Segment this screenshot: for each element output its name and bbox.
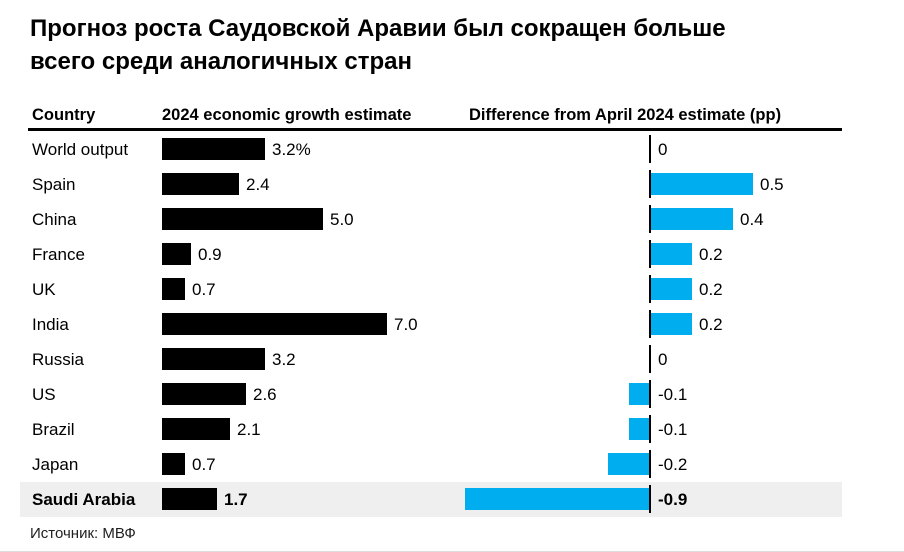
growth-value: 2.4: [246, 175, 270, 194]
zero-axis-tick: [649, 240, 651, 268]
country-label: Spain: [32, 175, 76, 194]
growth-bar: [162, 138, 265, 160]
growth-value: 7.0: [394, 315, 418, 334]
zero-axis-tick: [649, 380, 651, 408]
table-row: Spain 2.4 0.5: [0, 167, 904, 202]
chart-rows: World output 3.2% 0 Spain 2.4 0.5 China 5.0 0.4 F…: [0, 132, 904, 517]
growth-bar: [162, 208, 323, 230]
growth-bar: [162, 453, 185, 475]
diff-value: -0.1: [658, 385, 688, 404]
diff-value: 0.5: [760, 175, 784, 194]
diff-value: 0: [658, 350, 668, 369]
diff-value: 0: [658, 140, 668, 159]
country-label: Brazil: [32, 420, 75, 439]
growth-bar: [162, 278, 185, 300]
diff-bar: [629, 418, 649, 440]
country-label: Japan: [32, 455, 79, 474]
diff-value: 0.2: [699, 245, 723, 264]
diff-bar: [651, 243, 692, 265]
zero-axis-tick: [649, 205, 651, 233]
diff-bar: [651, 278, 692, 300]
diff-bar: [651, 173, 753, 195]
zero-axis-tick: [649, 485, 651, 513]
diff-bar: [465, 488, 649, 510]
table-row: Brazil 2.1 -0.1: [0, 412, 904, 447]
zero-axis-tick: [649, 275, 651, 303]
zero-axis-tick: [649, 170, 651, 198]
country-label: UK: [32, 280, 56, 299]
diff-value: 0.4: [740, 210, 764, 229]
zero-axis-tick: [649, 310, 651, 338]
table-row: China 5.0 0.4: [0, 202, 904, 237]
diff-value: -0.2: [658, 455, 688, 474]
table-row: Japan 0.7 -0.2: [0, 447, 904, 482]
growth-bar: [162, 243, 191, 265]
growth-value: 3.2: [272, 350, 296, 369]
zero-axis-tick: [649, 415, 651, 443]
country-label: World output: [32, 140, 129, 159]
growth-value: 0.7: [192, 455, 216, 474]
diff-value: 0.2: [699, 280, 723, 299]
highlight-band: [20, 482, 842, 517]
source-note: Источник: МВФ: [30, 525, 136, 542]
growth-value: 3.2%: [272, 140, 311, 159]
column-headers: Country 2024 economic growth estimate Di…: [0, 102, 904, 128]
table-row: World output 3.2% 0: [0, 132, 904, 167]
growth-bar: [162, 383, 246, 405]
growth-value: 2.1: [237, 420, 261, 439]
table-row: India 7.0 0.2: [0, 307, 904, 342]
diff-bar: [608, 453, 649, 475]
chart-title-line2: всего среди аналогичных стран: [30, 48, 412, 75]
header-rule: [28, 128, 842, 131]
growth-bar: [162, 488, 217, 510]
growth-bar: [162, 418, 230, 440]
country-label: Saudi Arabia: [32, 490, 136, 509]
table-row: US 2.6 -0.1: [0, 377, 904, 412]
growth-bar: [162, 313, 387, 335]
growth-value: 0.9: [198, 245, 222, 264]
growth-value: 2.6: [253, 385, 277, 404]
zero-axis-tick: [649, 345, 651, 373]
growth-value: 1.7: [224, 490, 248, 509]
diff-value: -0.1: [658, 420, 688, 439]
diff-bar: [651, 208, 733, 230]
chart-title-line1: Прогноз роста Саудовской Аравии был сокр…: [30, 15, 726, 42]
chart-title: Прогноз роста Саудовской Аравии был сокр…: [30, 12, 726, 78]
table-row: France 0.9 0.2: [0, 237, 904, 272]
growth-bar: [162, 348, 265, 370]
table-row: Russia 3.2 0: [0, 342, 904, 377]
column-header-difference: Difference from April 2024 estimate (pp): [469, 106, 782, 124]
growth-bar: [162, 173, 239, 195]
diff-bar: [629, 383, 649, 405]
diff-value: 0.2: [699, 315, 723, 334]
column-header-growth-estimate: 2024 economic growth estimate: [162, 106, 412, 124]
table-row: Saudi Arabia 1.7 -0.9: [0, 482, 904, 517]
country-label: China: [32, 210, 77, 229]
country-label: Russia: [32, 350, 84, 369]
column-header-country: Country: [32, 106, 96, 124]
zero-axis-tick: [649, 450, 651, 478]
growth-value: 0.7: [192, 280, 216, 299]
zero-axis-tick: [649, 135, 651, 163]
table-row: UK 0.7 0.2: [0, 272, 904, 307]
growth-value: 5.0: [330, 210, 354, 229]
diff-value: -0.9: [658, 490, 688, 509]
country-label: US: [32, 385, 56, 404]
diff-bar: [651, 313, 692, 335]
country-label: India: [32, 315, 69, 334]
country-label: France: [32, 245, 85, 264]
